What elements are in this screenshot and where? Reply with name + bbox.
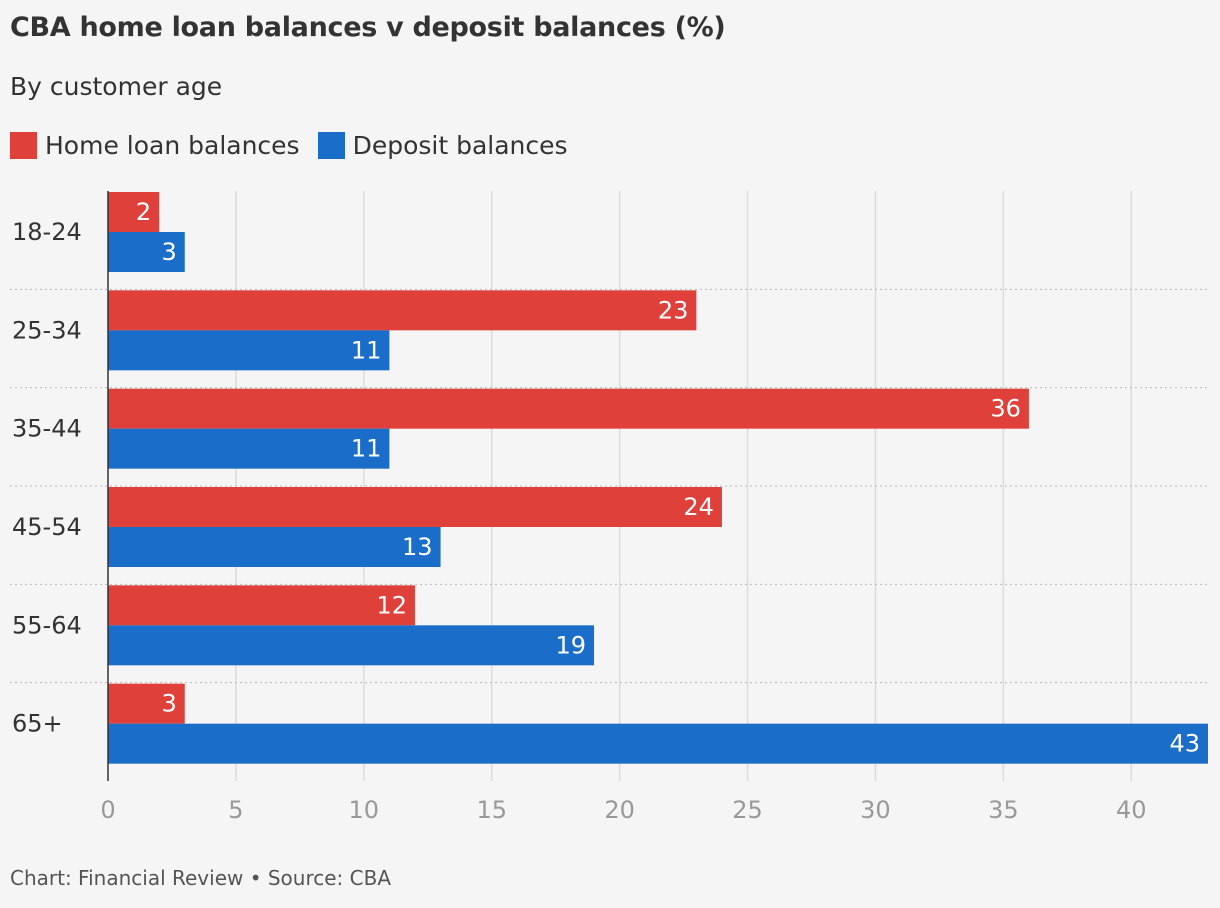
x-tick-label: 15 xyxy=(476,796,507,824)
data-label: 11 xyxy=(351,336,382,364)
data-label: 11 xyxy=(351,435,382,463)
category-label: 35-44 xyxy=(12,415,82,443)
bar-deposit xyxy=(108,330,390,371)
data-label: 23 xyxy=(658,296,689,324)
x-tick-label: 25 xyxy=(732,796,763,824)
category-label: 55-64 xyxy=(12,611,82,639)
legend-item-deposit: Deposit balances xyxy=(317,131,568,160)
category-label: 45-54 xyxy=(12,513,82,541)
data-label: 12 xyxy=(376,591,407,619)
legend-label-deposit: Deposit balances xyxy=(352,131,568,160)
bar-home-loan xyxy=(108,585,415,626)
x-tick-label: 5 xyxy=(228,796,243,824)
bar-home-loan xyxy=(108,388,1029,429)
data-label: 2 xyxy=(136,198,151,226)
x-tick-label: 0 xyxy=(100,796,115,824)
legend-item-home-loan: Home loan balances xyxy=(10,131,300,160)
category-label: 65+ xyxy=(12,710,63,738)
legend-swatch-home-loan xyxy=(10,132,37,159)
data-label: 24 xyxy=(683,493,714,521)
data-label: 13 xyxy=(402,533,433,561)
x-tick-label: 40 xyxy=(1116,796,1147,824)
chart-source: Chart: Financial Review • Source: CBA xyxy=(10,866,392,890)
legend-swatch-deposit xyxy=(317,132,345,159)
bar-home-loan xyxy=(108,290,697,331)
bar-home-loan xyxy=(108,192,160,232)
chart-title: CBA home loan balances v deposit balance… xyxy=(10,12,726,43)
x-tick-label: 30 xyxy=(860,796,891,824)
bar-home-loan xyxy=(108,683,185,724)
legend: Home loan balances Deposit balances xyxy=(10,131,568,160)
data-label: 3 xyxy=(161,690,176,718)
bar-deposit xyxy=(108,428,390,469)
data-label: 3 xyxy=(161,238,176,266)
category-label: 18-24 xyxy=(12,218,82,246)
x-tick-label: 10 xyxy=(349,796,380,824)
bar-home-loan xyxy=(108,487,722,527)
legend-label-home-loan: Home loan balances xyxy=(45,131,300,160)
data-label: 36 xyxy=(990,395,1021,423)
category-label: 25-34 xyxy=(12,316,82,344)
bar-deposit xyxy=(108,723,1208,764)
bar-deposit xyxy=(108,625,595,666)
chart-subtitle: By customer age xyxy=(10,72,223,101)
data-label: 43 xyxy=(1169,730,1200,758)
x-tick-label: 35 xyxy=(988,796,1019,824)
bar-deposit xyxy=(108,232,185,272)
data-label: 19 xyxy=(555,631,586,659)
bar-deposit xyxy=(108,527,441,567)
x-tick-label: 20 xyxy=(604,796,635,824)
